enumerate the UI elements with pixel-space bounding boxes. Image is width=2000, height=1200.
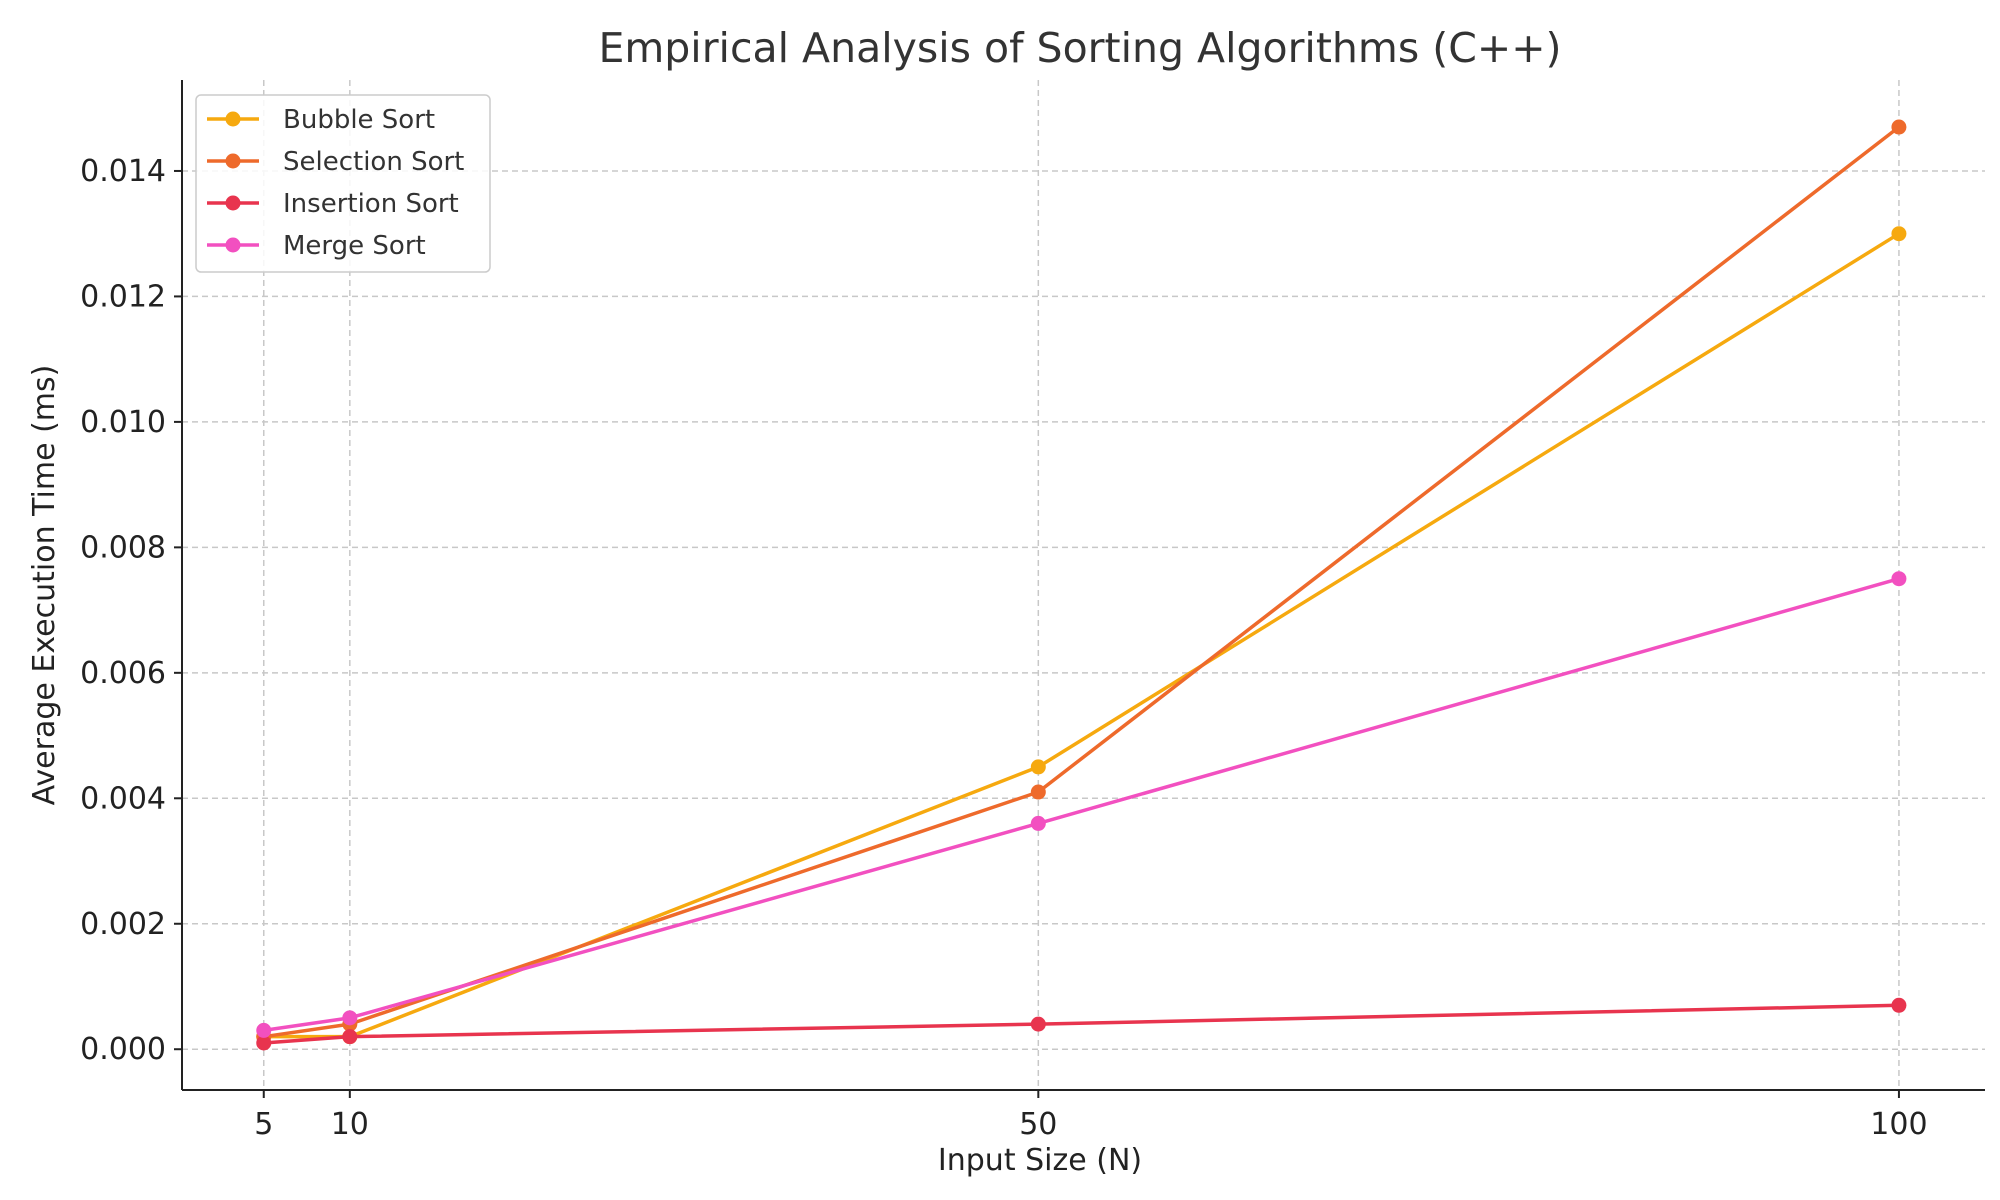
series: [256, 119, 1907, 1051]
legend-item: Bubble Sort: [207, 105, 435, 135]
y-tick-label: 0.008: [80, 530, 166, 565]
x-axis-label: Input Size (N): [938, 1143, 1142, 1178]
data-point: [1891, 997, 1907, 1013]
data-point: [1891, 571, 1907, 587]
series-line: [263, 577, 1900, 1033]
legend-item: Insertion Sort: [207, 189, 459, 219]
legend-label: Selection Sort: [283, 147, 464, 177]
data-point: [1030, 1016, 1046, 1032]
x-tick-label: 50: [1019, 1107, 1057, 1142]
x-tick-label: 100: [1870, 1107, 1927, 1142]
x-tick-label: 10: [331, 1107, 369, 1142]
y-tick-label: 0.000: [80, 1032, 166, 1067]
axes: [181, 80, 1985, 1091]
legend-label: Insertion Sort: [283, 189, 459, 219]
chart-title: Empirical Analysis of Sorting Algorithms…: [598, 24, 1561, 72]
series-insertion-sort: [256, 997, 1907, 1051]
data-point: [342, 1010, 358, 1026]
legend-label: Bubble Sort: [283, 105, 435, 135]
data-point: [1891, 226, 1907, 242]
data-point: [342, 1029, 358, 1045]
legend-label: Merge Sort: [283, 231, 426, 261]
legend-swatch-marker: [225, 195, 241, 211]
x-tick-label: 5: [254, 1107, 273, 1142]
data-point: [256, 1022, 272, 1038]
legend-swatch-marker: [225, 153, 241, 169]
series-line: [263, 1003, 1899, 1045]
data-point: [256, 1035, 272, 1051]
legend-swatch-marker: [225, 237, 241, 253]
y-tick-label: 0.004: [80, 781, 166, 816]
y-axis-label: Average Execution Time (ms): [27, 365, 62, 806]
y-tick-label: 0.006: [80, 656, 166, 691]
legend-swatch-marker: [225, 111, 241, 127]
data-point: [1030, 759, 1046, 775]
series-merge-sort: [256, 571, 1907, 1038]
legend: Bubble Sort Selection Sort Insertion Sort M…: [195, 94, 491, 273]
legend-frame: [195, 94, 491, 273]
series-bubble-sort: [256, 226, 1907, 1045]
data-point: [1891, 119, 1907, 135]
series-selection-sort: [256, 119, 1907, 1045]
y-tick-label: 0.014: [80, 154, 166, 189]
data-point: [1030, 784, 1046, 800]
data-point: [1030, 815, 1046, 831]
legend-item: Merge Sort: [207, 231, 426, 261]
y-tick-label: 0.010: [80, 405, 166, 440]
y-tick-label: 0.012: [80, 279, 166, 314]
y-tick-label: 0.002: [80, 907, 166, 942]
series-line: [263, 232, 1900, 1039]
legend-item: Selection Sort: [207, 147, 464, 177]
ticks: 5 10 50 100 0.000 0.002 0.004 0.006 0.008 0.010 0.…: [80, 154, 1927, 1142]
series-line: [263, 125, 1901, 1039]
